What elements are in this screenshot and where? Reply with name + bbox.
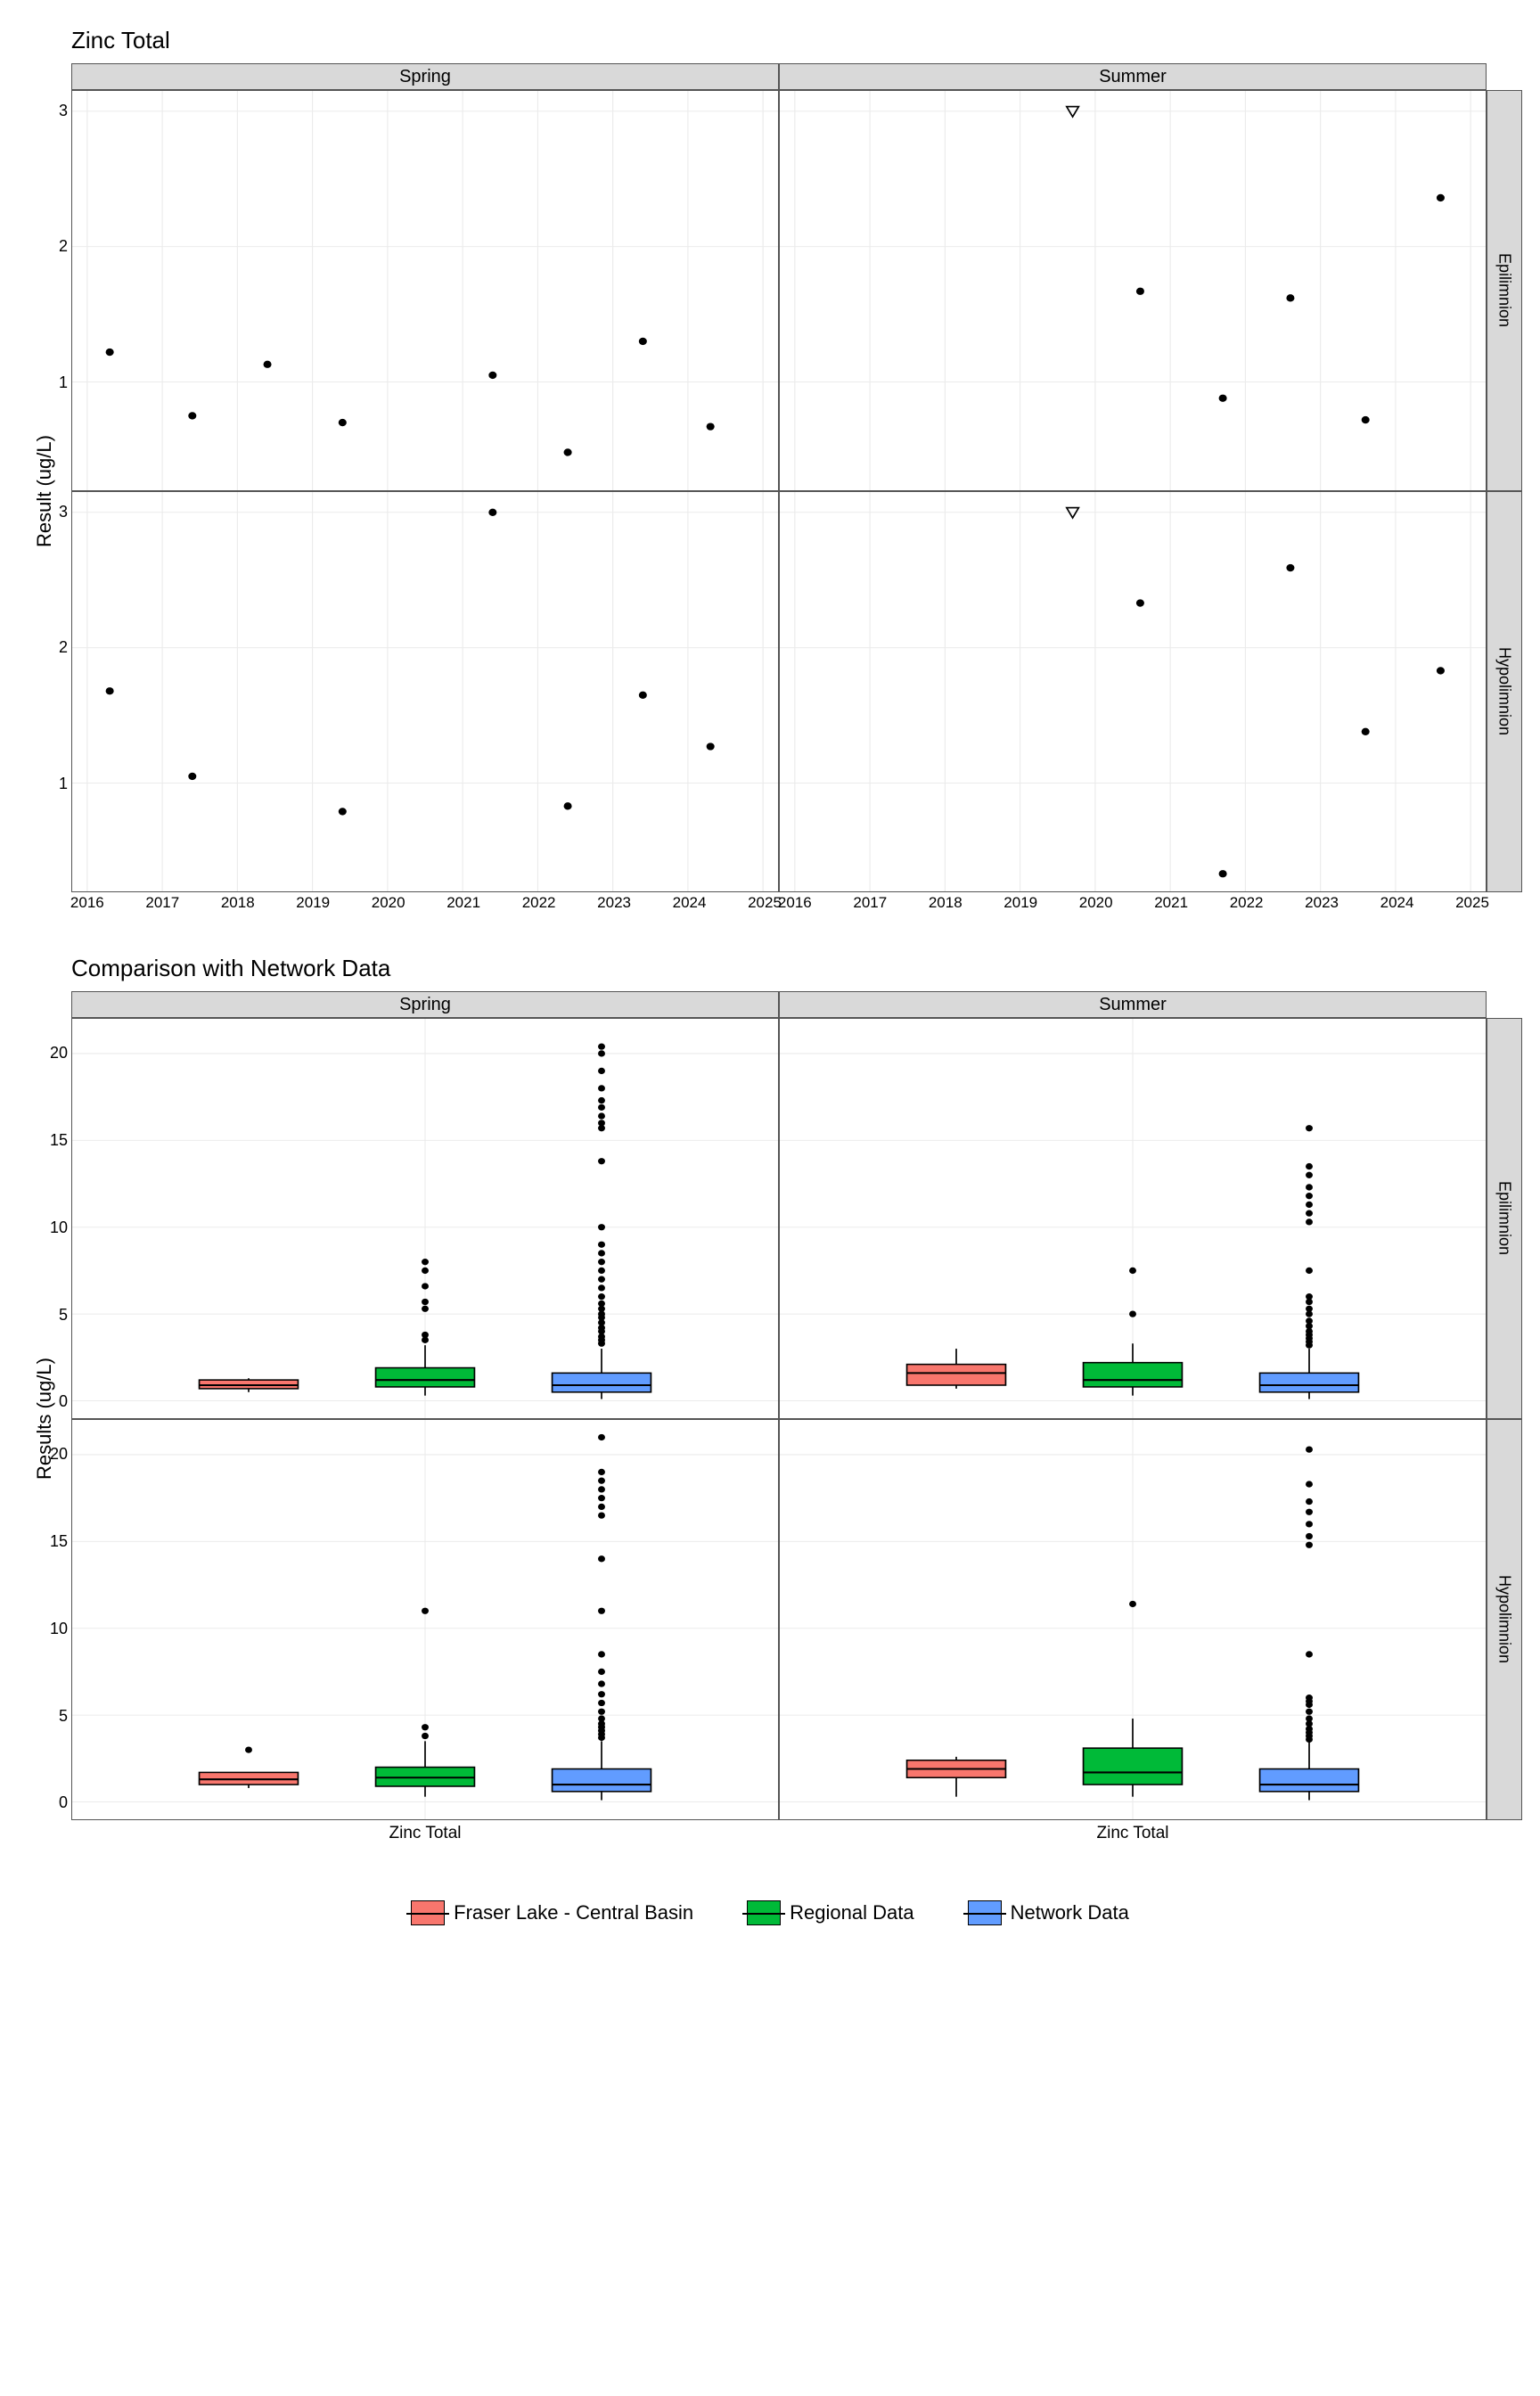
- y-axis-label: Results (ug/L): [18, 1018, 71, 1820]
- box-panel: [779, 1419, 1487, 1820]
- x-tick: 2020: [372, 894, 405, 912]
- top-title: Zinc Total: [71, 27, 1522, 54]
- legend-item: Regional Data: [747, 1900, 913, 1925]
- legend-label: Regional Data: [790, 1901, 913, 1924]
- row-strip: Hypolimnion: [1487, 1419, 1522, 1820]
- x-category-label: Zinc Total: [779, 1820, 1487, 1847]
- row-strip: Epilimnion: [1487, 90, 1522, 491]
- x-tick: 2018: [221, 894, 255, 912]
- scatter-panel: [779, 491, 1487, 892]
- legend: Fraser Lake - Central Basin Regional Data…: [18, 1900, 1522, 1925]
- box-panel: [71, 1018, 779, 1419]
- scatter-panel: [779, 90, 1487, 491]
- legend-key: [411, 1900, 445, 1925]
- x-tick: 2022: [522, 894, 556, 912]
- top-facet-grid: SpringSummer Result (ug/L) EpilimnionHypol…: [18, 63, 1522, 919]
- x-tick: 2025: [748, 894, 782, 912]
- x-tick: 2022: [1230, 894, 1264, 912]
- col-strip: Spring: [71, 63, 779, 90]
- legend-label: Network Data: [1011, 1901, 1129, 1924]
- x-tick: 2024: [1380, 894, 1414, 912]
- y-axis-label: Result (ug/L): [18, 90, 71, 892]
- col-strip: Summer: [779, 63, 1487, 90]
- row-strip: Epilimnion: [1487, 1018, 1522, 1419]
- bottom-title: Comparison with Network Data: [71, 955, 1522, 982]
- legend-item: Network Data: [968, 1900, 1129, 1925]
- box-panel: [71, 1419, 779, 1820]
- x-tick: 2019: [1003, 894, 1037, 912]
- x-tick: 2018: [929, 894, 962, 912]
- x-tick: 2023: [597, 894, 631, 912]
- legend-key: [968, 1900, 1002, 1925]
- legend-label: Fraser Lake - Central Basin: [454, 1901, 693, 1924]
- scatter-panel: [71, 90, 779, 491]
- x-tick: 2016: [778, 894, 812, 912]
- scatter-panel: [71, 491, 779, 892]
- col-strip: Summer: [779, 991, 1487, 1018]
- row-strip: Hypolimnion: [1487, 491, 1522, 892]
- x-category-label: Zinc Total: [71, 1820, 779, 1847]
- legend-key: [747, 1900, 781, 1925]
- col-strip: Spring: [71, 991, 779, 1018]
- x-tick: 2017: [145, 894, 179, 912]
- x-tick: 2016: [70, 894, 104, 912]
- x-tick: 2025: [1455, 894, 1489, 912]
- x-tick: 2024: [673, 894, 707, 912]
- x-tick: 2020: [1079, 894, 1113, 912]
- x-tick: 2017: [853, 894, 887, 912]
- x-tick: 2019: [296, 894, 330, 912]
- bottom-facet-grid: SpringSummer Results (ug/L) EpilimnionHypo…: [18, 991, 1522, 1847]
- x-tick: 2023: [1305, 894, 1339, 912]
- legend-item: Fraser Lake - Central Basin: [411, 1900, 693, 1925]
- x-tick: 2021: [1154, 894, 1188, 912]
- x-tick: 2021: [446, 894, 480, 912]
- box-panel: [779, 1018, 1487, 1419]
